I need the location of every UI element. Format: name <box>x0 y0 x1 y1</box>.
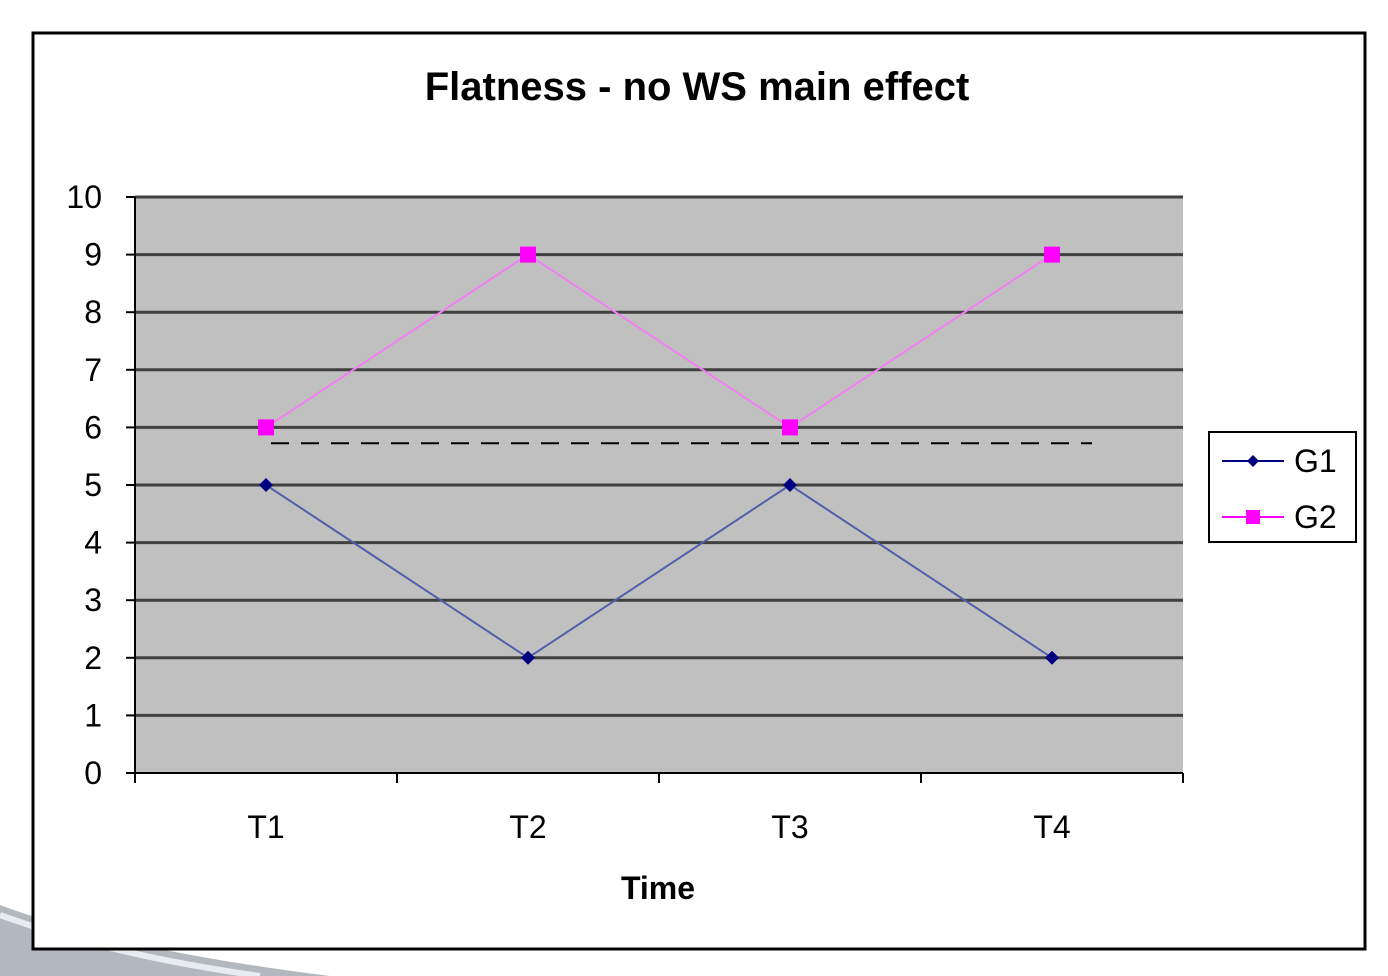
legend-box <box>1208 431 1357 543</box>
series-layer <box>258 246 1060 665</box>
x-axis-ticks: T1 T2 T3 T4 <box>134 773 1184 845</box>
y-tick-label: 2 <box>84 640 102 676</box>
series-g2-point <box>258 419 274 436</box>
gridlines <box>135 195 1183 717</box>
series-g1 <box>259 478 1059 665</box>
x-tick-label: T1 <box>247 809 284 845</box>
y-tick-label: 1 <box>84 697 102 733</box>
x-tick-label: T4 <box>1033 809 1070 845</box>
y-tick-label: 4 <box>84 525 102 561</box>
series-g1-point <box>521 650 535 665</box>
series-g1-line <box>265 483 1053 659</box>
x-tick-label: T2 <box>509 809 546 845</box>
legend: G1 G2 <box>1208 431 1357 543</box>
legend-item-g1: G1 <box>1222 443 1337 479</box>
y-tick-label: 8 <box>84 294 102 330</box>
x-axis-title: Time <box>621 870 695 906</box>
series-g1-point <box>783 478 797 492</box>
series-g2 <box>258 246 1060 436</box>
legend-g1-marker <box>1247 455 1259 467</box>
y-axis-ticks: 0 1 2 3 4 5 6 7 8 9 10 <box>66 179 135 791</box>
series-g2-point <box>1044 246 1060 263</box>
chart-title: Flatness - no WS main effect <box>425 65 970 109</box>
y-tick-label: 6 <box>84 409 102 445</box>
y-tick-label: 10 <box>66 179 102 215</box>
page-curl-decoration <box>0 905 330 976</box>
y-tick-label: 3 <box>84 582 102 618</box>
series-g2-line <box>265 253 1053 429</box>
legend-g2-label: G2 <box>1294 499 1337 535</box>
series-g2-point <box>782 419 798 436</box>
series-g1-point <box>259 478 273 492</box>
legend-g2-marker <box>1246 510 1260 524</box>
legend-item-g2: G2 <box>1222 499 1337 535</box>
x-tick-label: T3 <box>771 809 808 845</box>
legend-g1-label: G1 <box>1294 443 1337 479</box>
y-tick-label: 9 <box>84 237 102 273</box>
y-tick-label: 7 <box>84 352 102 388</box>
y-tick-label: 0 <box>84 755 102 791</box>
series-g2-point <box>520 246 536 263</box>
series-g1-point <box>1045 650 1059 665</box>
y-tick-label: 5 <box>84 467 102 503</box>
